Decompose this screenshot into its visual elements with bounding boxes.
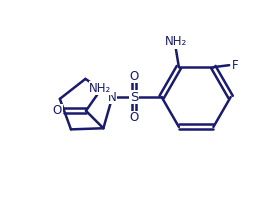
Text: N: N <box>108 91 117 104</box>
Text: O: O <box>129 111 139 124</box>
Text: NH₂: NH₂ <box>89 82 111 95</box>
Text: O: O <box>53 104 62 117</box>
Text: F: F <box>232 59 238 72</box>
Text: S: S <box>130 91 138 104</box>
Text: O: O <box>129 70 139 83</box>
Text: NH₂: NH₂ <box>165 35 187 48</box>
